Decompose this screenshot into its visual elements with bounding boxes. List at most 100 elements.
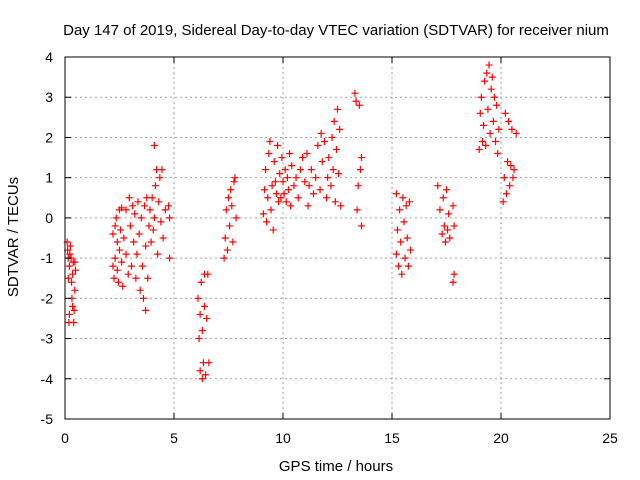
data-point-plus-marker [299,154,307,162]
data-point-plus-marker [438,230,446,238]
data-point-plus-marker [266,137,274,145]
data-point-plus-marker [157,218,165,226]
data-point-plus-marker [222,206,230,214]
data-point-plus-marker [331,198,339,206]
data-point-plus-marker [399,194,407,202]
data-point-plus-marker [398,270,406,278]
data-point-plus-marker [434,182,442,190]
data-point-plus-marker [401,254,409,262]
data-point-plus-marker [512,129,520,137]
data-point-plus-marker [118,204,126,212]
data-point-plus-marker [267,206,275,214]
data-point-plus-marker [312,174,320,182]
data-point-plus-marker [131,210,139,218]
y-axis-label: SDTVAR / TECUs [5,177,22,297]
data-point-plus-marker [264,194,272,202]
data-point-plus-marker [142,242,150,250]
data-point-plus-marker [501,109,509,117]
axis-layer: 0 5 10 15 20 25 -5 -4 -3 -2 -1 0 1 2 3 4 [41,49,618,446]
data-point-plus-marker [393,226,401,234]
data-point-plus-marker [198,327,206,335]
data-point-plus-marker [392,190,400,198]
data-point-plus-marker [154,250,162,258]
data-point-plus-marker [205,359,213,367]
data-point-plus-marker [230,178,238,186]
data-point-plus-marker [69,302,77,310]
x-axis-label: GPS time / hours [279,458,393,475]
data-point-plus-marker [109,262,117,270]
data-point-plus-marker [392,250,400,258]
data-point-plus-marker [148,194,156,202]
data-point-plus-marker [277,194,285,202]
data-point-plus-marker [142,306,150,314]
data-point-plus-marker [477,93,485,101]
data-point-plus-marker [127,262,135,270]
data-point-plus-marker [155,198,163,206]
data-point-plus-marker [329,166,337,174]
data-point-plus-marker [156,174,164,182]
data-point-plus-marker [443,186,450,194]
data-point-plus-marker [135,230,143,238]
data-point-plus-marker [144,274,152,282]
data-point-plus-marker [129,202,137,210]
data-point-plus-marker [405,198,413,206]
data-point-plus-marker [354,182,362,190]
x-tick-label: 10 [275,430,291,446]
data-point-plus-marker [113,238,121,246]
data-point-plus-marker [489,117,497,125]
y-tick-label: -4 [41,371,54,387]
y-tick-label: -2 [41,290,54,306]
data-point-plus-marker [500,174,508,182]
data-point-plus-marker [357,154,365,162]
data-point-plus-marker [132,274,140,282]
data-point-plus-marker [118,258,126,266]
data-point-plus-marker [303,150,311,158]
data-point-plus-marker [316,186,324,194]
data-point-plus-marker [195,335,203,343]
data-point-plus-marker [508,125,516,133]
data-point-plus-marker [158,166,166,174]
data-point-plus-marker [481,77,489,85]
data-point-plus-marker [139,294,147,302]
data-point-plus-marker [450,270,458,278]
x-tick-label: 20 [493,430,509,446]
data-point-plus-marker [328,133,336,141]
data-point-plus-marker [357,222,365,230]
data-point-plus-marker [290,182,298,190]
data-point-plus-marker [70,306,78,314]
x-tick-label: 15 [384,430,400,446]
data-point-plus-marker [400,218,408,226]
data-point-plus-marker [125,194,133,202]
data-point-plus-marker [407,246,415,254]
plot-area-frame [64,56,611,420]
data-point-plus-marker [317,129,325,137]
data-point-plus-marker [111,254,119,262]
data-point-plus-marker [202,371,210,379]
data-point-plus-marker [271,178,279,186]
chart-title: Day 147 of 2019, Sidereal Day-to-day VTE… [63,22,609,39]
data-point-plus-marker [133,250,141,258]
data-point-plus-marker [198,375,206,383]
data-point-plus-marker [301,178,309,186]
data-point-plus-marker [484,105,492,113]
data-point-plus-marker [332,146,340,154]
data-point-plus-marker [439,194,447,202]
data-point-plus-marker [483,69,491,77]
data-point-plus-marker [510,166,518,174]
data-point-plus-marker [395,262,403,270]
data-point-plus-marker [403,234,411,242]
data-point-plus-marker [120,234,128,242]
data-point-plus-marker [480,121,488,129]
data-point-plus-marker [282,198,290,206]
data-point-plus-marker [494,150,502,158]
data-point-plus-marker [204,270,212,278]
data-point-plus-marker [495,125,503,133]
data-point-plus-marker [68,278,76,286]
data-point-plus-marker [134,198,142,206]
data-point-plus-marker [71,286,79,294]
data-point-plus-marker [504,158,512,166]
data-point-plus-marker [323,194,331,202]
data-point-plus-marker [130,238,138,246]
data-point-plus-marker [493,101,501,109]
data-point-plus-marker [502,190,510,198]
